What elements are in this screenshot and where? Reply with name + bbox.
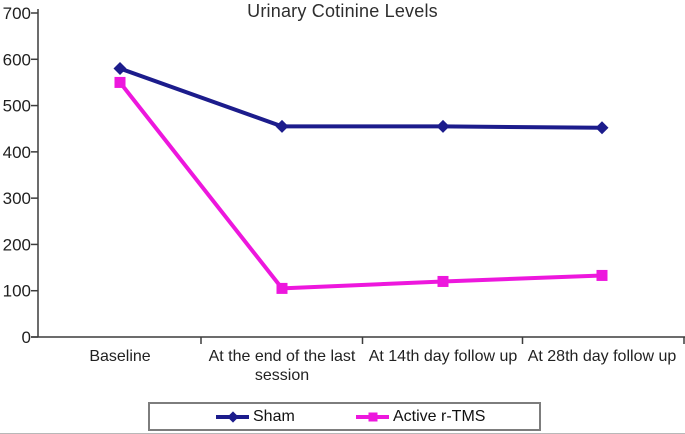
data-point-diamond-sham — [113, 62, 127, 76]
x-category-label-14th-day: At 14th day follow up — [368, 348, 518, 365]
y-tick-label: 700 — [3, 4, 31, 23]
y-tick-label: 0 — [22, 328, 31, 347]
series-line-active-r-tms — [118, 80, 604, 291]
data-point-square-active-r-tms — [276, 282, 288, 294]
y-tick-label: 600 — [3, 50, 31, 69]
sham-line-sample — [216, 410, 249, 423]
legend-label-active-rtms: Active r-TMS — [393, 407, 486, 425]
active-rtms-line-sample — [356, 412, 389, 421]
y-tick-label: 200 — [3, 235, 31, 254]
series-line-sham — [118, 66, 604, 130]
legend-entry-active-rtms: Active r-TMS — [356, 404, 485, 429]
legend-box: Sham Active r-TMS — [148, 402, 541, 431]
x-category-label-28th-day: At 28th day follow up — [527, 348, 677, 365]
y-tick-label: 100 — [3, 282, 31, 301]
chart-title: Urinary Cotinine Levels — [247, 1, 438, 21]
legend-entry-sham: Sham — [216, 404, 295, 429]
data-point-square-active-r-tms — [437, 275, 449, 287]
y-tick-label: 300 — [3, 189, 31, 208]
y-tick-label: 500 — [3, 97, 31, 116]
data-point-square-active-r-tms — [114, 76, 126, 88]
x-category-label-end-session: At the end of the last session — [208, 348, 356, 385]
data-point-diamond-sham — [275, 119, 289, 133]
square-marker-icon — [368, 412, 377, 421]
y-tick-label: 400 — [3, 143, 31, 162]
legend-label-sham: Sham — [253, 407, 295, 425]
diamond-marker-icon — [226, 410, 239, 423]
data-point-diamond-sham — [436, 119, 450, 133]
data-point-square-active-r-tms — [596, 269, 608, 281]
data-point-diamond-sham — [595, 121, 609, 135]
x-category-label-baseline: Baseline — [89, 348, 151, 365]
